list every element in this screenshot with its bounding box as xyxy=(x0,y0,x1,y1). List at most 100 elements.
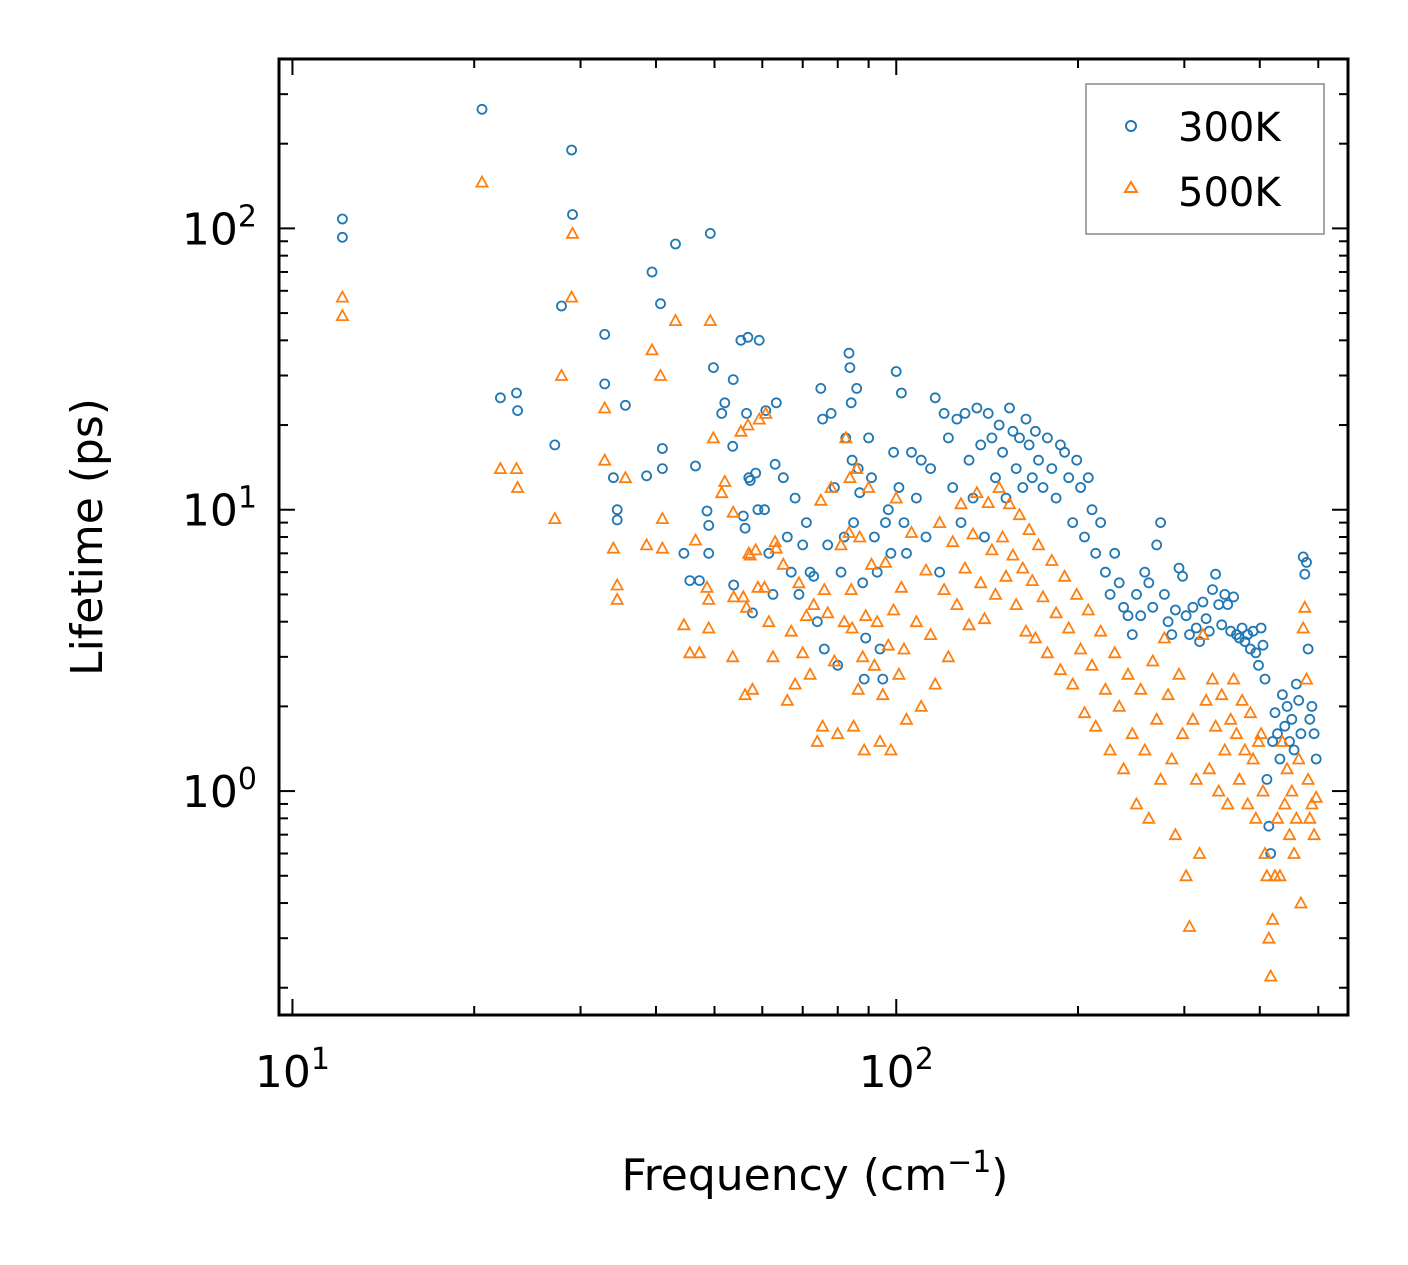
data-point-500k-118 xyxy=(984,542,999,556)
data-point-500k-123 xyxy=(1002,496,1017,510)
data-point-500k-127 xyxy=(1015,560,1030,574)
data-point-500k-33 xyxy=(726,504,741,518)
data-point-300k-54 xyxy=(781,531,793,543)
data-point-500k-144 xyxy=(1081,602,1096,616)
data-point-300k-176 xyxy=(1207,584,1218,595)
data-point-300k-3 xyxy=(494,392,506,404)
data-point-500k-193 xyxy=(1254,726,1269,740)
data-point-500k-44 xyxy=(748,542,763,556)
data-point-300k-151 xyxy=(1113,577,1125,589)
data-point-500k-5 xyxy=(510,480,525,493)
data-point-500k-26 xyxy=(699,579,715,593)
data-point-300k-122 xyxy=(1000,492,1012,504)
data-point-300k-21 xyxy=(670,238,681,250)
data-point-300k-116 xyxy=(979,531,990,543)
data-point-300k-182 xyxy=(1225,625,1237,637)
data-point-500k-88 xyxy=(872,734,888,747)
data-point-500k-74 xyxy=(842,470,857,484)
data-point-500k-170 xyxy=(1185,711,1200,725)
data-point-500k-145 xyxy=(1084,657,1100,671)
data-point-300k-64 xyxy=(817,413,828,425)
data-point-500k-30 xyxy=(706,430,721,444)
data-point-300k-22 xyxy=(678,547,690,559)
data-point-300k-74 xyxy=(844,362,856,374)
data-point-300k-42 xyxy=(744,475,756,486)
data-point-300k-10 xyxy=(599,328,611,340)
data-point-300k-186 xyxy=(1236,622,1248,634)
data-point-300k-89 xyxy=(877,673,889,685)
data-point-500k-110 xyxy=(953,496,969,510)
data-point-500k-55 xyxy=(784,623,799,637)
data-point-500k-173 xyxy=(1195,627,1210,640)
data-point-500k-219 xyxy=(1309,789,1324,803)
data-point-300k-15 xyxy=(620,399,631,411)
legend-300k-label: 300K xyxy=(1178,105,1282,151)
data-point-500k-148 xyxy=(1098,681,1113,695)
data-point-500k-136 xyxy=(1049,605,1064,619)
data-point-500k-9 xyxy=(565,226,580,239)
data-point-300k-147 xyxy=(1095,517,1106,528)
data-point-500k-146 xyxy=(1088,718,1103,732)
data-point-300k-85 xyxy=(866,472,877,484)
x-tick-label: 101 xyxy=(255,1042,330,1098)
data-point-500k-111 xyxy=(957,560,973,574)
data-point-500k-98 xyxy=(899,711,914,725)
data-point-300k-119 xyxy=(990,472,1001,484)
data-point-300k-61 xyxy=(808,570,820,582)
data-point-500k-196 xyxy=(1259,868,1274,882)
data-point-300k-214 xyxy=(1301,557,1312,568)
y-axis-label: Lifetime (ps) xyxy=(62,398,113,676)
data-point-300k-123 xyxy=(1004,402,1015,414)
data-point-300k-55 xyxy=(785,566,797,578)
data-point-500k-86 xyxy=(867,657,882,671)
data-point-300k-63 xyxy=(815,382,827,394)
data-point-300k-139 xyxy=(1063,472,1075,484)
data-point-300k-152 xyxy=(1118,601,1129,613)
data-point-500k-129 xyxy=(1022,522,1037,535)
data-point-500k-73 xyxy=(841,525,857,538)
data-point-300k-173 xyxy=(1197,596,1209,608)
data-point-300k-135 xyxy=(1046,463,1058,475)
data-point-500k-34 xyxy=(725,649,740,663)
data-point-300k-102 xyxy=(920,531,932,543)
data-point-500k-205 xyxy=(1280,761,1295,775)
data-point-500k-216 xyxy=(1302,810,1317,824)
data-point-500k-212 xyxy=(1296,620,1311,634)
data-point-500k-82 xyxy=(857,742,872,756)
data-point-300k-35 xyxy=(728,579,740,591)
data-point-300k-47 xyxy=(759,504,770,516)
data-point-300k-67 xyxy=(825,407,837,419)
data-point-300k-28 xyxy=(703,547,715,559)
data-point-300k-134 xyxy=(1042,432,1053,444)
data-point-500k-158 xyxy=(1141,810,1156,824)
data-point-500k-175 xyxy=(1202,761,1217,775)
data-point-300k-84 xyxy=(863,432,874,444)
data-point-300k-164 xyxy=(1166,629,1178,640)
data-point-300k-124 xyxy=(1007,425,1019,437)
data-point-300k-177 xyxy=(1210,568,1221,580)
data-point-300k-188 xyxy=(1242,629,1254,640)
data-point-300k-153 xyxy=(1122,610,1134,622)
data-point-300k-117 xyxy=(982,407,994,419)
data-markers xyxy=(335,103,1324,982)
data-point-300k-126 xyxy=(1014,432,1025,444)
data-point-300k-161 xyxy=(1155,517,1166,528)
data-point-300k-171 xyxy=(1190,622,1202,634)
data-point-500k-195 xyxy=(1257,846,1273,859)
data-point-500k-160 xyxy=(1149,711,1164,725)
y-tick-label: 102 xyxy=(182,199,257,255)
data-point-500k-209 xyxy=(1289,810,1304,824)
data-point-500k-190 xyxy=(1246,751,1261,765)
data-point-500k-16 xyxy=(639,537,654,551)
data-point-500k-85 xyxy=(864,556,879,570)
data-point-300k-210 xyxy=(1293,695,1305,706)
data-point-300k-127 xyxy=(1017,482,1029,493)
data-point-300k-149 xyxy=(1104,589,1116,600)
data-point-500k-184 xyxy=(1229,726,1244,740)
data-point-300k-93 xyxy=(888,446,899,458)
data-point-300k-128 xyxy=(1020,413,1032,425)
legend: 300K 500K xyxy=(1085,83,1325,235)
data-point-300k-133 xyxy=(1037,482,1049,493)
data-point-300k-52 xyxy=(770,397,782,409)
data-point-500k-23 xyxy=(682,645,697,659)
